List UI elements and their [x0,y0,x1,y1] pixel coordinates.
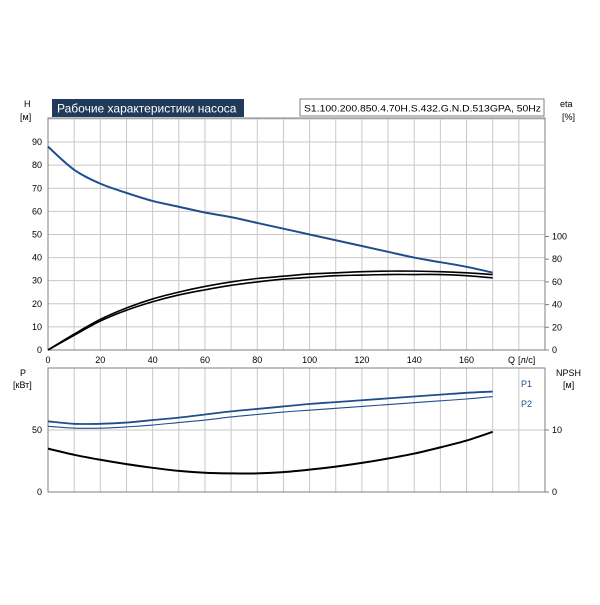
power-curve-p1 [47,390,493,425]
y-right-tick-label: 80 [552,254,562,264]
y-left-tick-label: 0 [37,345,42,355]
y-left-label: H [24,99,31,109]
y-left-tick-label: 30 [32,276,42,286]
y-right-tick-label: 100 [552,232,567,242]
p-unit: [кВт] [13,380,32,390]
npsh-label: NPSH [556,368,581,378]
y-right-tick-label: 20 [552,322,562,332]
x-tick-label: 0 [45,355,50,365]
bottom-tick-labels: 0 50 0 10 [32,425,562,497]
top-plot-frame [47,117,546,351]
x-tick-label: 160 [459,355,474,365]
npsh-tick-label: 0 [552,487,557,497]
y-left-tick-label: 60 [32,206,42,216]
series-label-p2: P2 [521,399,532,409]
chart-title: Рабочие характеристики насоса [57,102,237,116]
bottom-curves [47,390,493,475]
y-left-tick-label: 70 [32,183,42,193]
y-left-tick-label: 90 [32,137,42,147]
efficiency-curve-2 [47,273,493,351]
p-tick-label: 0 [37,487,42,497]
npsh-curve [47,430,493,475]
x-unit: [л/с] [518,355,535,365]
title-box [52,99,244,117]
y-right-tick-label: 60 [552,277,562,287]
top-curves [47,145,493,351]
y-right-unit: [%] [562,112,575,122]
model-box [299,98,545,117]
model-label: S1.100.200.850.4.70H.S.432.G.N.D.513GPA,… [304,103,541,114]
x-tick-label: 20 [95,355,105,365]
p-label: P [20,368,26,378]
y-left-tick-label: 80 [32,160,42,170]
y-left-unit: [м] [20,112,31,122]
head-curve [47,145,493,274]
p-tick-label: 50 [32,425,42,435]
npsh-unit: [м] [563,380,574,390]
x-tick-label: 120 [354,355,369,365]
x-tick-label: 80 [252,355,262,365]
y-right-tick-label: 0 [552,345,557,355]
npsh-tick-label: 10 [552,425,562,435]
series-label-p1: P1 [521,379,532,389]
y-left-tick-label: 10 [32,322,42,332]
efficiency-curve-1 [47,270,493,351]
x-tick-label: 140 [407,355,422,365]
y-left-tick-label: 50 [32,229,42,239]
power-curve-p2 [47,395,493,429]
bottom-grid [48,368,545,492]
y-left-tick-label: 20 [32,299,42,309]
x-tick-label: 40 [148,355,158,365]
top-grid [48,118,545,350]
y-right-tick-label: 40 [552,300,562,310]
top-tick-labels: 0 20 40 60 80 100 120 140 160 0 10 20 30 40 50 60 70 80 90… [32,137,567,365]
x-tick-label: 100 [302,355,317,365]
y-left-tick-label: 40 [32,253,42,263]
y-right-label: eta [560,99,573,109]
x-tick-label: 60 [200,355,210,365]
x-label: Q [508,355,515,365]
